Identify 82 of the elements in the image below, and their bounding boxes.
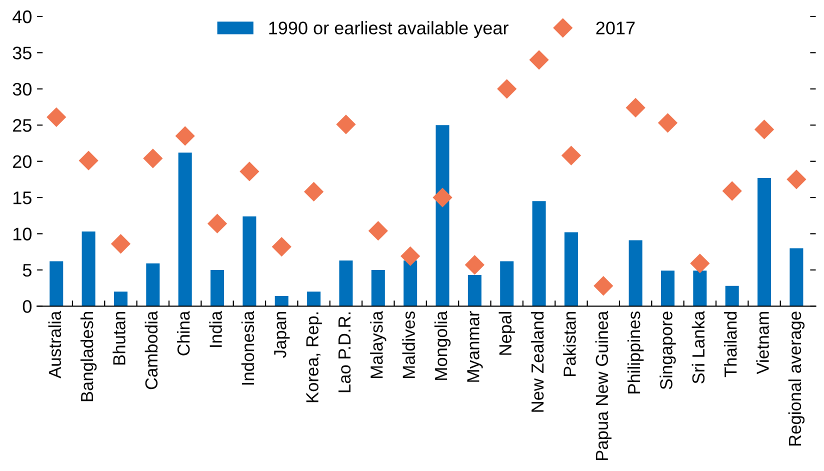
x-tick-label: Indonesia [241, 310, 254, 385]
x-tick-label: Bangladesh [80, 312, 97, 402]
x-tick-label: Nepal [498, 312, 515, 355]
x-tick-label: Regional average [788, 312, 805, 446]
x-tick-label: Sri Lanka [692, 310, 705, 384]
y-tick-label: 5 [22, 264, 32, 277]
y-tick-label: 10 [14, 228, 32, 240]
point [497, 79, 516, 98]
x-tick-label: Bhutan [112, 312, 126, 364]
point [562, 146, 581, 166]
x-tick-label: Lao P.D.R. [338, 312, 351, 392]
point [176, 126, 195, 146]
legend-label: 1990 or earliest available year [269, 21, 508, 38]
x-tick-label: Myanmar [467, 311, 483, 382]
x-tick-label: India [209, 310, 222, 347]
bar [371, 270, 385, 306]
legend-label: 2017 [596, 22, 635, 34]
y-tick-label: 15 [14, 192, 32, 204]
bar [693, 270, 707, 306]
point [240, 162, 259, 181]
y-tick-label: 30 [12, 82, 32, 96]
point [143, 148, 162, 168]
point [690, 254, 710, 273]
point [626, 98, 646, 118]
point [208, 214, 227, 234]
x-tick-label: Mongolia [434, 310, 451, 380]
x-tick-label: Korea, Rep. [306, 312, 322, 402]
point [658, 113, 678, 132]
bar [210, 270, 224, 306]
bar [178, 152, 192, 306]
point [400, 246, 420, 266]
x-tick-label: Japan [274, 312, 290, 358]
y-tick-label: 20 [13, 155, 32, 168]
x-tick-label: Vietnam [756, 312, 769, 374]
y-tick-label: 25 [13, 119, 32, 132]
bar [404, 260, 418, 306]
point [594, 276, 613, 296]
bar [758, 178, 772, 306]
point [79, 151, 98, 170]
x-tick-label: Thailand [724, 312, 737, 378]
point [46, 108, 66, 127]
x-tick-label: Philippines [627, 311, 644, 394]
point [368, 221, 388, 240]
x-tick-label: New Zealand [530, 312, 544, 412]
x-tick-label: China [177, 310, 190, 356]
point [722, 181, 742, 201]
point [304, 182, 324, 202]
y-tick-label: 35 [12, 46, 32, 60]
x-tick-label: Singapore [660, 312, 676, 390]
bar [307, 292, 321, 306]
bar [564, 232, 578, 306]
bar [725, 286, 739, 306]
point [465, 255, 484, 274]
y-tick-label: 40 [12, 10, 32, 24]
x-tick-label: Papua New Guinea [595, 310, 612, 460]
bar [468, 275, 482, 306]
point [786, 170, 806, 189]
bar [339, 260, 353, 306]
bar [436, 125, 450, 306]
bar [532, 201, 546, 306]
bar [114, 292, 128, 306]
x-tick-label: Malaysia [370, 310, 386, 378]
bar [628, 240, 642, 306]
point [111, 234, 130, 254]
bar [274, 296, 288, 306]
point [530, 50, 549, 70]
bar [82, 232, 96, 306]
point [272, 237, 292, 256]
bar [146, 263, 160, 306]
point [432, 188, 452, 208]
x-tick-label: Maldives [402, 311, 415, 378]
x-tick-label: Pakistan [563, 312, 576, 376]
bar [500, 261, 514, 306]
x-tick-label: Australia [48, 310, 62, 378]
point [336, 114, 356, 134]
x-tick-label: Cambodia [144, 310, 158, 390]
bar [790, 248, 804, 306]
point [754, 120, 774, 139]
bar [660, 270, 675, 306]
y-tick-label: 0 [22, 300, 32, 313]
bar [50, 261, 64, 306]
bar [242, 216, 256, 306]
